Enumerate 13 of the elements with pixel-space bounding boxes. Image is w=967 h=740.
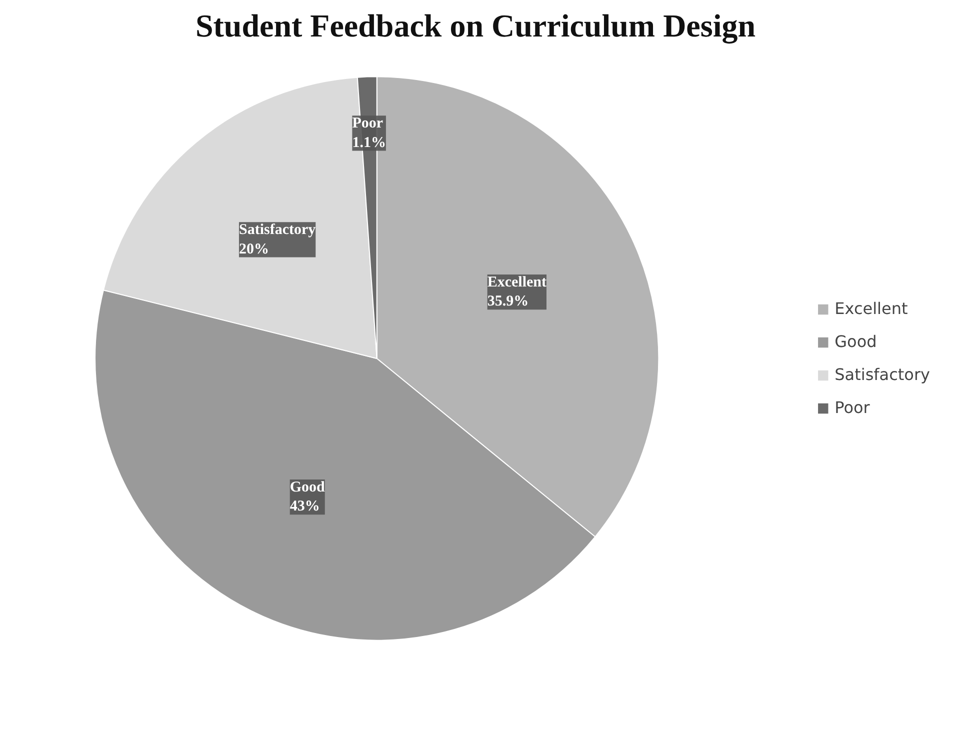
legend-label: Excellent [834,299,908,318]
slice-label: Excellent [487,274,546,290]
data-label: 35.9% [487,294,529,310]
data-label: 20% [238,241,269,258]
slice-label: Poor [352,116,384,132]
data-label: 43% [290,498,320,515]
legend-label: Satisfactory [834,365,930,384]
slice-label: Good [290,479,326,496]
data-label: 1.1% [352,134,386,151]
legend-label: Poor [834,398,870,417]
legend-label: Good [834,332,877,351]
chart-title: Student Feedback on Curriculum Design [195,8,756,44]
slice-label: Satisfactory [238,222,316,238]
